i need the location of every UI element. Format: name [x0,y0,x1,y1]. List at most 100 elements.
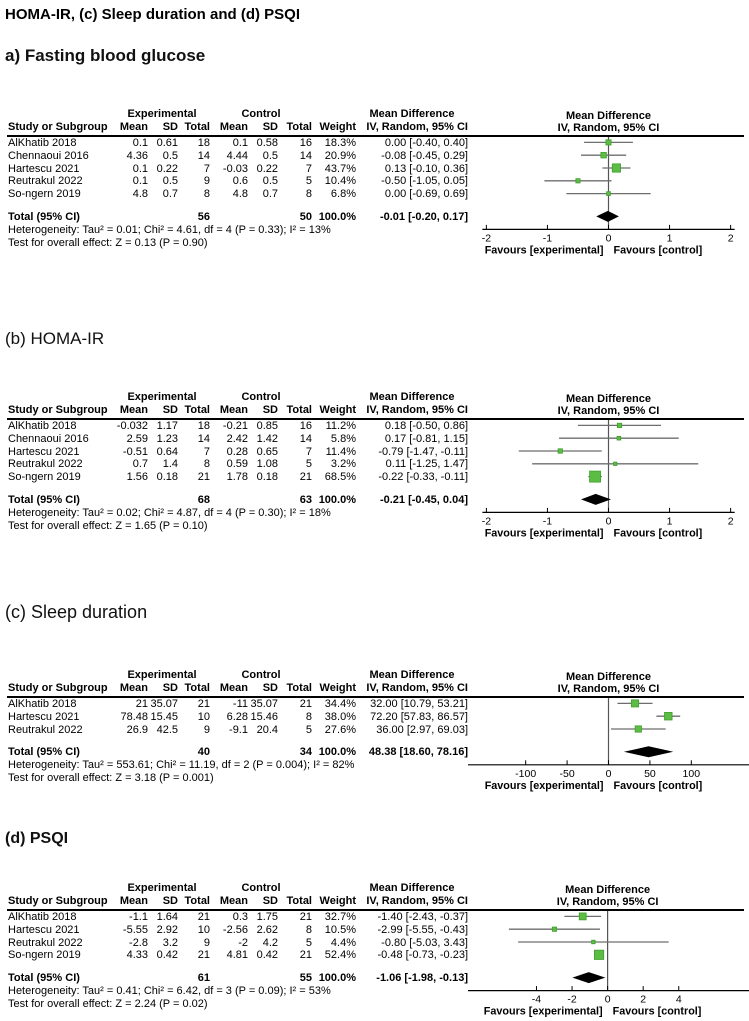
ctl-total: 5 [305,723,312,736]
md-ci: -0.80 [-5.03, 3.43] [381,936,468,949]
exp-mean: 0.7 [132,458,148,471]
ctl-total: 8 [305,188,312,201]
ctl-total-col-header: Total [286,682,312,694]
exp-total: 9 [203,723,210,736]
plot-header-line1: Mean Difference [566,671,651,683]
ctl-sd: 0.58 [256,137,278,149]
weight: 20.9% [324,149,356,162]
ctl-sd-col-header: SD [262,682,278,694]
total-ctl-n: 63 [299,493,312,506]
md-ci: -2.99 [-5.55, -0.43] [377,923,469,936]
table-body: AlKhatib 2018 -0.032 1.17 18 -0.21 0.85 16 11.2… [8,420,468,484]
effect-square [611,163,621,173]
axis-tick-label: -50 [560,768,575,780]
study-row: AlKhatib 2018 -1.1 1.64 21 0.3 1.75 21 32.7% -1.… [8,911,468,924]
total-row: Total (95% CI) 68 63 100.0% -0.21 [-0.45, 0.… [8,494,468,507]
exp-total: 8 [203,458,210,471]
exp-mean-col-header: Mean [119,682,148,694]
study-row: So-ngern 2019 4.33 0.42 21 4.81 0.42 21 52.4% -0… [8,949,468,962]
effect-square [605,139,612,146]
exp-sd: 0.7 [162,188,178,201]
ctl-mean: -0.03 [222,162,248,175]
overall-effect-note: Test for overall effect: Z = 0.13 (P = 0… [8,236,208,249]
group-header-row: Experimental Control Mean Difference [8,669,468,682]
ctl-sd: 0.65 [256,445,278,458]
axis-tick-label: 0 [605,994,611,1006]
axis-tick-label: 2 [728,232,734,244]
md-ci: 0.00 [-0.40, 0.40] [384,137,468,149]
weight-col-header: Weight [319,404,356,416]
overall-effect-note: Test for overall effect: Z = 1.65 (P = 0… [8,519,208,532]
exp-sd: 1.23 [156,432,178,445]
study-col-header: Study or Subgroup [8,404,108,416]
weight-col-header: Weight [319,682,356,694]
ctl-mean: 4.8 [232,188,248,201]
figure-title: HOMA-IR, (c) Sleep duration and (d) PSQI [5,6,301,23]
panel-c-heading: (c) Sleep duration [5,602,148,622]
ctl-sd: 0.7 [262,188,278,201]
total-diamond [572,972,606,984]
md-ci: 0.11 [-1.25, 1.47] [385,458,468,471]
ctl-mean-col-header: Mean [219,121,248,133]
exp-sd: 1.17 [156,420,178,432]
study-row: Reutrakul 2022 -2.8 3.2 9 -2 4.2 5 4.4% -0.80 [-… [8,937,468,950]
ctl-total: 16 [299,420,312,432]
effect-square [578,912,587,921]
study-name: Chennaoui 2016 [8,432,89,445]
ci-col-header: IV, Random, 95% CI [366,404,468,416]
axis-tick-label: 0 [606,232,612,244]
weight: 5.8% [330,432,356,445]
table-body: AlKhatib 2018 21 35.07 21 -11 35.07 21 34.4% 32.… [8,698,468,736]
ctl-total: 7 [305,445,312,458]
ci-col-header: IV, Random, 95% CI [366,895,468,907]
study-name: Reutrakul 2022 [8,936,83,949]
control-group-header: Control [241,669,281,681]
total-row: Total (95% CI) 61 55 100.0% -1.06 [-1.98, -0… [8,972,468,985]
plot-header-line2: IV, Random, 95% CI [558,683,660,695]
total-weight: 100.0% [318,210,356,223]
ctl-total: 21 [299,698,312,710]
exp-total-col-header: Total [184,121,210,133]
ctl-sd-col-header: SD [262,404,278,416]
row-spacer [8,962,468,972]
exp-sd-col-header: SD [162,121,178,133]
md-ci: -0.79 [-1.47, -0.11] [378,445,468,458]
exp-mean: -5.55 [122,923,148,936]
exp-total: 9 [203,175,210,188]
study-name: So-ngern 2019 [8,949,81,962]
md-ci: -0.48 [-0.73, -0.23] [377,949,469,962]
favours-control-label: Favours [control] [614,780,703,792]
weight: 10.5% [324,923,356,936]
exp-sd: 1.64 [156,911,178,923]
panel-b-heading: (b) HOMA-IR [5,329,105,348]
forest-table: Experimental Control Mean Difference Study … [0,391,468,532]
ci-col-header: IV, Random, 95% CI [366,682,468,694]
ctl-sd: 1.08 [256,458,278,471]
group-header-row: Experimental Control Mean Difference [8,391,468,404]
axis-tick-label: 2 [640,994,646,1006]
exp-mean: -0.51 [122,445,148,458]
overall-effect-note: Test for overall effect: Z = 2.24 (P = 0… [8,997,208,1010]
weight-col-header: Weight [319,895,356,907]
axis-tick-label: -2 [482,232,491,244]
study-row: Reutrakul 2022 0.1 0.5 9 0.6 0.5 5 10.4% -0.50 [… [8,175,468,188]
ctl-mean: 0.59 [226,458,248,471]
ctl-total: 5 [305,936,312,949]
favours-experimental-label: Favours [experimental] [485,244,604,256]
weight: 10.4% [324,175,356,188]
weight: 43.7% [324,162,356,175]
forest-table: Experimental Control Mean Difference Study … [0,882,468,1011]
effect-square [631,699,639,708]
header-separator [7,135,744,137]
study-row: AlKhatib 2018 0.1 0.61 18 0.1 0.58 16 18.3% 0.00… [8,137,468,150]
mean-difference-group-header: Mean Difference [369,108,455,120]
study-col-header: Study or Subgroup [8,895,108,907]
exp-sd: 0.61 [156,137,178,149]
exp-mean-col-header: Mean [119,121,148,133]
group-header-blank [8,108,114,121]
study-row: So-ngern 2019 4.8 0.7 8 4.8 0.7 8 6.8% 0.00 [-0.… [8,188,468,201]
exp-total: 7 [203,162,210,175]
exp-total: 7 [203,445,210,458]
total-exp-n: 40 [197,746,210,759]
exp-total: 14 [197,432,210,445]
